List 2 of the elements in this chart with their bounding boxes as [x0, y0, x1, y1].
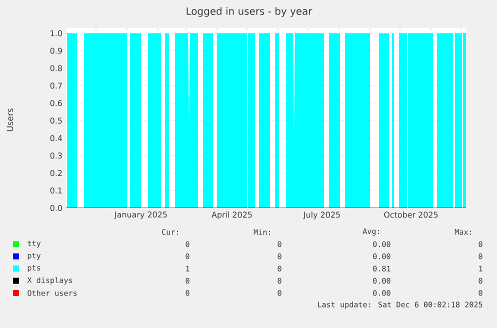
y-axis-title: Users — [6, 108, 14, 132]
chart-title: Logged in users - by year — [186, 7, 312, 17]
